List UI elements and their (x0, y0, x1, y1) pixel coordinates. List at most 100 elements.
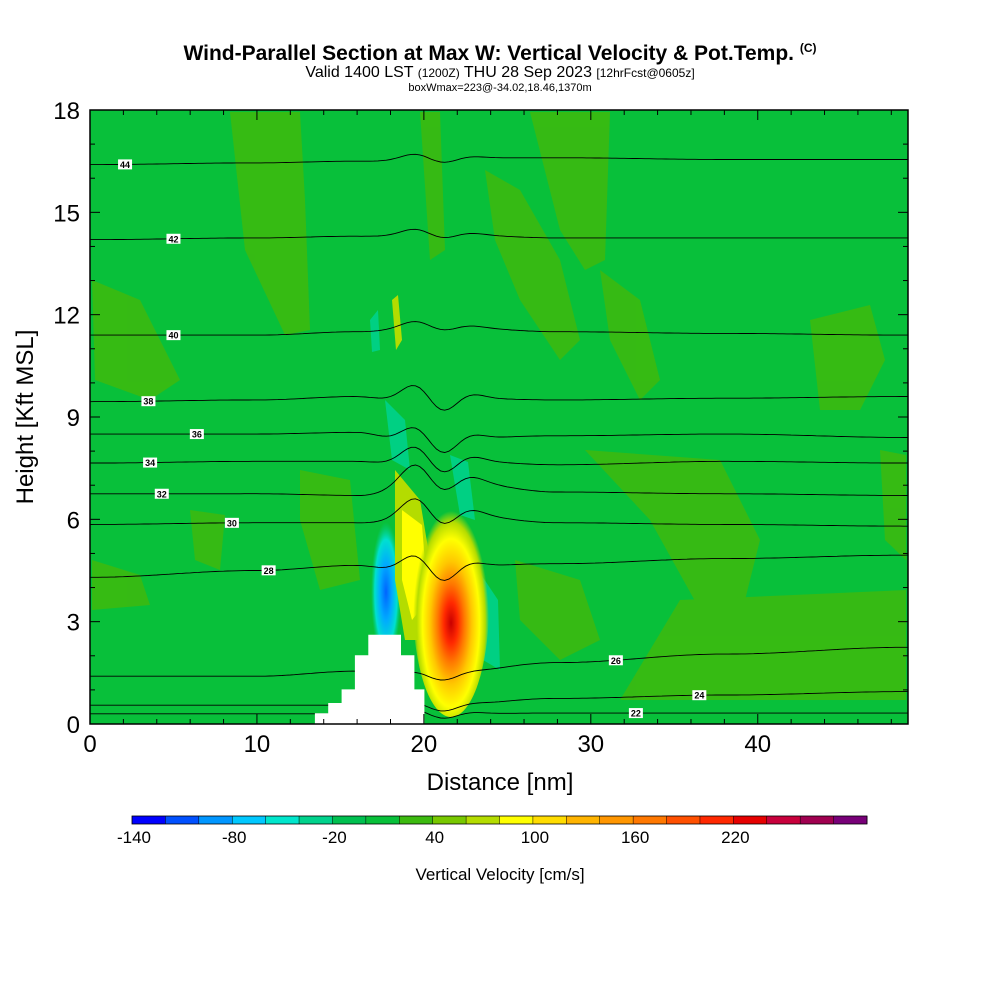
contour-label-34: 34 (145, 458, 155, 468)
contour-label-24: 24 (694, 691, 704, 701)
contour-label-36: 36 (192, 430, 202, 440)
title-copyright: (C) (799, 41, 817, 55)
valid-time: Valid 1400 LST (305, 64, 418, 81)
x-tick-label: 10 (244, 731, 271, 758)
contour-label-bg (692, 690, 707, 701)
contour-label-bg (628, 708, 643, 719)
contour-label-40: 40 (168, 331, 178, 341)
contour-label-30: 30 (227, 518, 237, 528)
contour-label-42: 42 (168, 234, 178, 244)
theta-contour-24 (90, 691, 908, 712)
contour-label-bg (166, 233, 181, 244)
chart-title: Wind-Parallel Section at Max W: Vertical… (0, 36, 1000, 66)
valid-date: THU 28 Sep 2023 (459, 64, 597, 81)
contour-label-bg (143, 457, 158, 468)
theta-contour-40 (90, 321, 908, 336)
colorbar-tick-label: 220 (721, 828, 749, 847)
valid-utc: (1200Z) (417, 66, 460, 80)
colorbar-swatch (232, 816, 267, 824)
y-tick-label: 15 (53, 200, 80, 227)
colorbar-tick-labels: -140 -80 -20 40 100 160 220 (117, 828, 750, 847)
theta-contour-36 (90, 427, 908, 453)
x-tick-label: 20 (411, 731, 438, 758)
theta-contour-22 (90, 709, 908, 719)
theta-contour-32 (90, 464, 908, 496)
colorbar-tick-label: -140 (117, 828, 151, 847)
contour-label-38: 38 (143, 397, 153, 407)
theta-contour-38 (90, 385, 908, 411)
colorbar-swatch (566, 816, 601, 824)
colorbar-tick-label: 160 (621, 828, 649, 847)
colorbar-swatch (833, 816, 868, 824)
colorbar-swatch (499, 816, 534, 824)
contour-label-26: 26 (611, 656, 621, 666)
y-tick-label: 18 (53, 98, 80, 125)
contour-label-bg (224, 517, 239, 528)
axis-ticks (89, 109, 908, 725)
y-tick-label: 9 (67, 405, 80, 432)
contour-label-32: 32 (157, 489, 167, 499)
colorbar-swatch (733, 816, 768, 824)
colorbar-tick-label: 40 (425, 828, 444, 847)
y-tick-label: 12 (53, 303, 80, 330)
x-tick-label: 0 (83, 731, 96, 758)
x-axis-label: Distance [nm] (427, 769, 574, 796)
y-axis-label: Height [Kft MSL] (12, 330, 39, 505)
contour-label-bg (118, 159, 133, 170)
chart-title-block: Wind-Parallel Section at Max W: Vertical… (0, 36, 1000, 95)
terrain (314, 634, 425, 725)
colorbar-swatch (332, 816, 367, 824)
contour-label-28: 28 (264, 566, 274, 576)
colorbar-swatch (699, 816, 734, 824)
y-tick-label: 0 (67, 712, 80, 739)
y-tick-labels: 0 3 6 9 12 15 18 (53, 98, 80, 739)
colorbar-swatch (766, 816, 801, 824)
title-main: Wind-Parallel Section at Max W: Vertical… (183, 42, 794, 65)
updraft-core (413, 493, 489, 717)
contour-label-bg (166, 330, 181, 341)
colorbar-swatch (466, 816, 500, 824)
theta-contour-28 (90, 554, 908, 581)
contour-label-bg (141, 396, 156, 407)
colorbar-swatch (399, 816, 434, 824)
theta-contours (90, 153, 908, 719)
weak-updraft-bands (92, 112, 906, 700)
colorbar-swatch (633, 816, 668, 824)
x-tick-label: 30 (577, 731, 604, 758)
colorbar-swatch (198, 816, 233, 824)
y-tick-label: 6 (67, 507, 80, 534)
vertical-velocity-field (90, 110, 908, 724)
colorbar-swatch (666, 816, 701, 824)
contour-label-bg (154, 488, 169, 499)
downdraft-core (371, 522, 401, 662)
contour-label-22: 22 (631, 709, 641, 719)
box-wmax-info: boxWmax=223@-34.02,18.46,1370m (408, 82, 592, 94)
theta-contour-labels: 22 24 26 28 30 32 34 36 38 40 42 44 (118, 159, 707, 719)
colorbar-swatch (132, 816, 166, 824)
y-tick-label: 3 (67, 610, 80, 637)
colorbar-tick-label: -20 (322, 828, 347, 847)
theta-contour-26 (90, 646, 908, 681)
colorbar-tick-label: -80 (222, 828, 247, 847)
terrain-ridge (314, 634, 425, 725)
colorbar-label: Vertical Velocity [cm/s] (415, 865, 584, 884)
x-tick-label: 40 (744, 731, 771, 758)
colorbar-swatch (532, 816, 567, 824)
colorbar-tick-label: 100 (521, 828, 549, 847)
colorbar (131, 815, 868, 825)
colorbar-swatch (299, 816, 333, 824)
colorbar-swatch (800, 816, 835, 824)
theta-contour-42 (90, 228, 908, 241)
contour-label-bg (189, 429, 204, 440)
upper-updraft-streak (392, 295, 402, 350)
colorbar-swatch (432, 816, 467, 824)
forecast-info: [12hrFcst@0605z] (596, 66, 695, 80)
contour-label-bg (261, 565, 276, 576)
colorbar-swatch (165, 816, 200, 824)
contour-label-bg (608, 655, 623, 666)
x-tick-labels: 0 10 20 30 40 (83, 731, 771, 758)
colorbar-swatch (365, 816, 400, 824)
theta-contour-34 (90, 446, 908, 473)
colorbar-swatch (265, 816, 300, 824)
